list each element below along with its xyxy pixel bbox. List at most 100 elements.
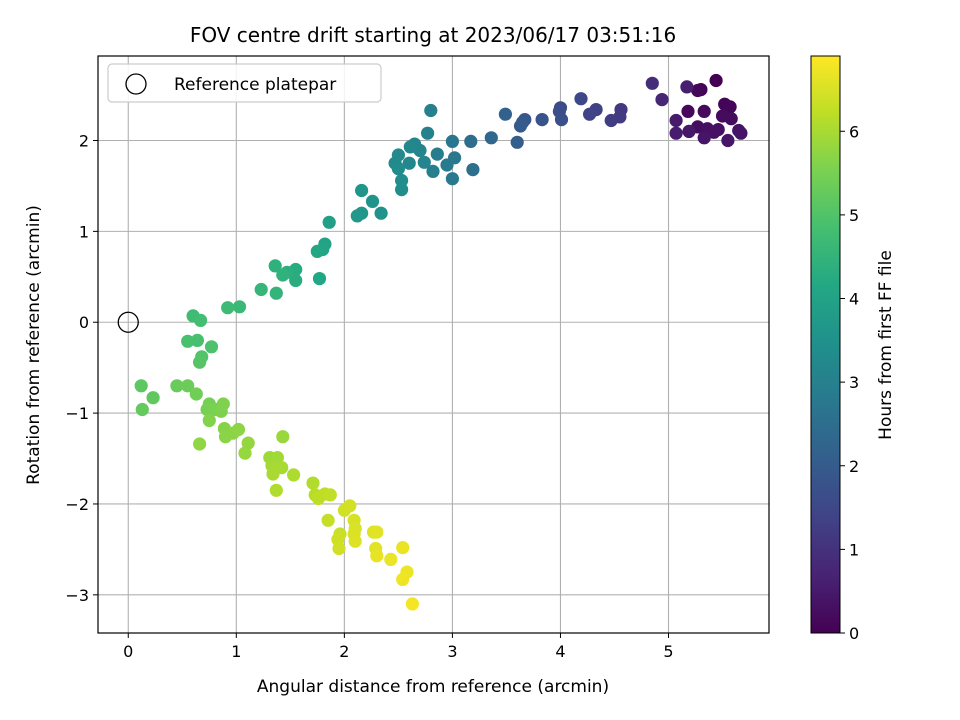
axis-ticks: 0 1 2 3 4 5 −3 −2 −1 0 1 2: [65, 132, 673, 661]
colorbar-ticks: 0 1 2 3 4 5 6: [840, 122, 859, 643]
colorbar-tick-label: 2: [849, 457, 859, 476]
data-point: [241, 436, 255, 450]
data-point: [181, 334, 195, 348]
x-tick-label: 3: [447, 642, 457, 661]
data-point: [535, 113, 549, 127]
data-point: [396, 572, 410, 587]
data-point: [574, 92, 588, 106]
data-point: [510, 135, 524, 149]
data-point: [134, 379, 148, 393]
legend: Reference platepar: [107, 63, 382, 103]
data-point: [734, 126, 748, 140]
legend-label: Reference platepar: [174, 75, 336, 95]
data-point: [231, 422, 246, 437]
data-point: [348, 534, 362, 548]
data-point: [370, 525, 384, 539]
reference-platepar-marker: [117, 311, 139, 333]
data-point: [216, 397, 230, 411]
data-points: [117, 73, 748, 611]
data-point: [395, 173, 409, 188]
data-point: [266, 467, 280, 481]
data-point: [655, 93, 669, 107]
y-tick-label: 1: [79, 222, 89, 241]
data-point: [384, 552, 398, 567]
data-point: [193, 437, 207, 451]
data-point: [276, 268, 290, 282]
y-tick-label: −3: [65, 586, 89, 605]
data-point: [396, 541, 410, 555]
data-point: [269, 483, 283, 497]
x-tick-label: 4: [555, 642, 565, 661]
x-tick-label: 1: [231, 642, 241, 661]
data-point: [146, 391, 160, 405]
data-point: [391, 162, 405, 176]
data-point: [204, 340, 219, 354]
data-point: [691, 83, 705, 98]
data-point: [322, 215, 336, 229]
legend-marker-open-circle: [125, 73, 147, 95]
colorbar-tick-label: 5: [849, 206, 859, 225]
data-point: [554, 113, 569, 127]
data-point: [194, 313, 208, 327]
data-point: [430, 147, 444, 161]
data-point: [604, 113, 618, 128]
data-point: [709, 73, 723, 88]
y-tick-label: −1: [65, 404, 89, 423]
x-tick-label: 2: [339, 642, 349, 661]
data-point: [417, 155, 431, 169]
data-point: [189, 387, 203, 401]
data-point: [310, 244, 324, 258]
data-point: [440, 158, 454, 172]
data-point: [312, 272, 327, 286]
x-tick-label: 5: [663, 642, 673, 661]
data-point: [583, 107, 597, 121]
data-point: [323, 488, 337, 502]
data-point: [681, 104, 695, 118]
colorbar-tick-label: 6: [849, 122, 859, 141]
data-point: [402, 156, 416, 170]
data-point: [374, 206, 388, 220]
data-point: [721, 133, 735, 148]
data-point: [445, 172, 459, 186]
data-point: [287, 468, 301, 482]
y-tick-label: −2: [65, 495, 89, 514]
data-point: [238, 446, 252, 460]
data-point: [697, 104, 711, 118]
data-point: [135, 402, 149, 417]
data-point: [466, 163, 480, 177]
data-point: [289, 273, 303, 287]
data-point: [355, 183, 369, 198]
data-point: [343, 499, 357, 513]
data-point: [350, 209, 364, 223]
colorbar-label: Hours from first FF file: [876, 250, 896, 440]
colorbar: 0 1 2 3 4 5 6 Hours from first FF file: [810, 55, 896, 643]
data-point: [405, 597, 419, 611]
y-axis-label: Rotation from reference (arcmin): [24, 205, 44, 485]
data-point: [464, 134, 478, 148]
data-point: [254, 282, 268, 297]
data-point: [680, 80, 694, 94]
y-tick-label: 0: [79, 313, 89, 332]
plot-frame: [97, 55, 770, 634]
data-point: [669, 113, 683, 128]
data-point: [723, 100, 737, 114]
data-point: [484, 131, 498, 145]
data-point: [365, 194, 380, 208]
data-point: [424, 103, 438, 118]
data-point: [682, 124, 696, 138]
data-point: [202, 413, 216, 427]
data-point: [190, 333, 204, 347]
data-point: [306, 476, 320, 490]
data-point: [498, 107, 512, 121]
y-tick-label: 2: [79, 132, 89, 151]
x-tick-label: 0: [123, 642, 133, 661]
x-axis-label: Angular distance from reference (arcmin): [257, 677, 609, 697]
data-point: [370, 549, 384, 563]
data-point: [268, 259, 282, 273]
colorbar-tick-label: 1: [849, 540, 859, 559]
data-point: [181, 379, 195, 393]
data-point: [645, 76, 659, 90]
data-point: [513, 119, 528, 133]
data-point: [193, 355, 207, 369]
